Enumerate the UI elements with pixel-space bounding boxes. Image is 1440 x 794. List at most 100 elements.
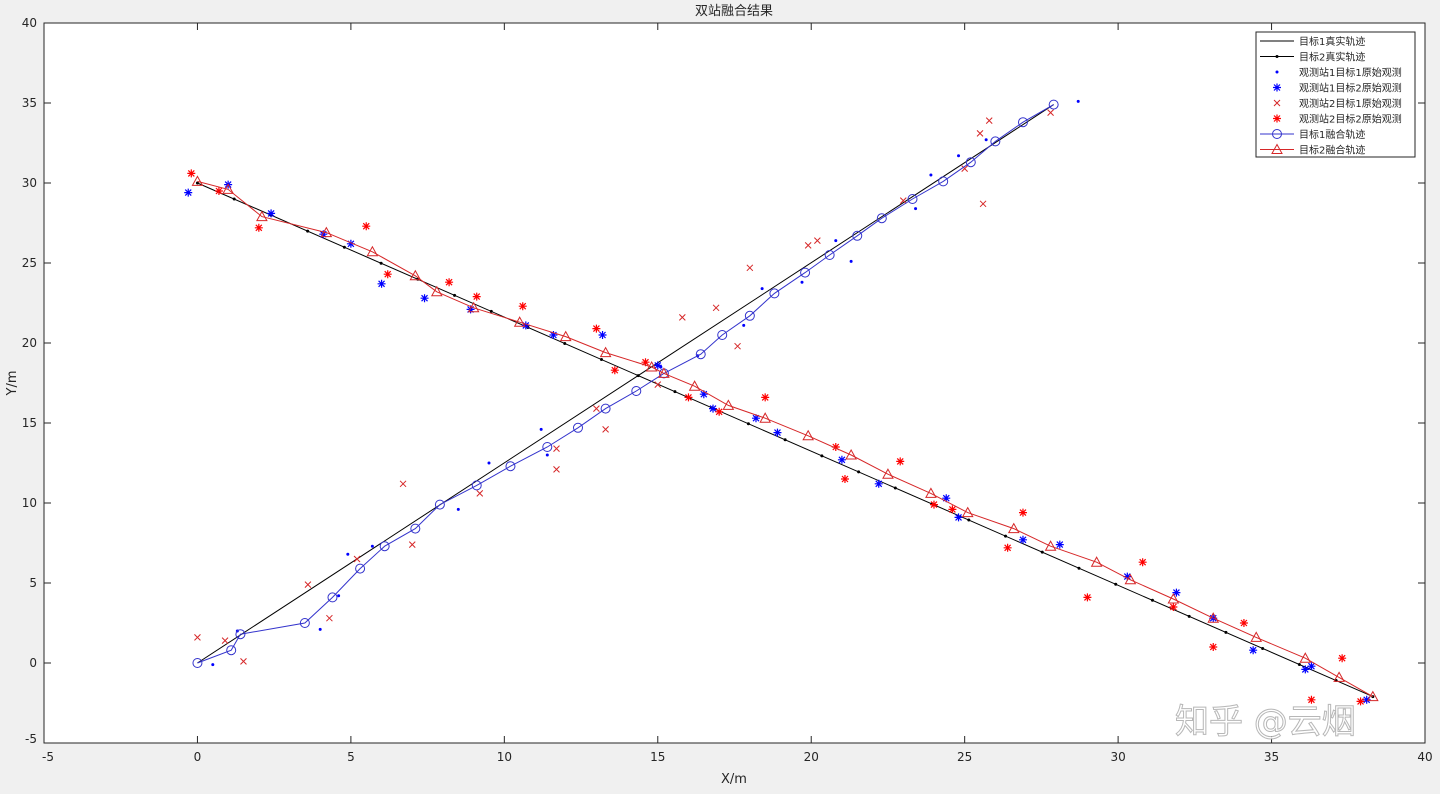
- observation-point: [948, 505, 957, 514]
- fused-point: [961, 506, 974, 518]
- fused-point: [1090, 556, 1103, 567]
- fused-point: [572, 422, 583, 433]
- fused-point: [1017, 117, 1028, 128]
- true-track-point: [1114, 582, 1118, 586]
- fused-point: [722, 399, 735, 410]
- legend-marker: [1271, 143, 1283, 154]
- series-5: [194, 109, 1054, 665]
- fused-point: [1044, 540, 1057, 551]
- legend-item: 观测站2目标2原始观测: [1273, 113, 1402, 126]
- fused-point: [1124, 573, 1137, 585]
- fused-point: [430, 285, 443, 297]
- x-tick-label: -5: [42, 750, 54, 764]
- series-4: [184, 180, 1371, 704]
- fused-point: [366, 245, 379, 257]
- legend-item: 目标1融合轨迹: [1260, 128, 1365, 141]
- observation-point: [1169, 603, 1178, 611]
- observation-point: [211, 663, 215, 667]
- observation-point: [221, 637, 229, 644]
- true-track-point: [1040, 550, 1044, 554]
- series-line: [197, 104, 1054, 664]
- true-track-point: [563, 342, 567, 345]
- fused-point: [688, 380, 701, 391]
- fused-point: [1299, 652, 1312, 663]
- observation-point: [957, 154, 961, 158]
- observation-point: [353, 555, 361, 563]
- true-track-point: [489, 309, 493, 313]
- true-track-point: [599, 358, 603, 362]
- fused-point: [882, 468, 894, 479]
- observation-point: [837, 455, 846, 464]
- true-track-point: [783, 438, 787, 442]
- legend-marker: [1273, 83, 1281, 92]
- observation-point: [399, 480, 407, 488]
- observation-point: [610, 366, 619, 375]
- observation-point: [377, 279, 386, 288]
- series-6: [187, 169, 1365, 706]
- observation-point: [1172, 588, 1181, 597]
- observation-point: [746, 264, 754, 272]
- fused-point: [355, 563, 366, 574]
- observation-point: [346, 239, 355, 248]
- x-tick-label: 15: [650, 750, 665, 764]
- true-track-point: [1297, 663, 1301, 666]
- observation-point: [319, 230, 328, 239]
- fused-point: [191, 175, 204, 186]
- legend-label: 观测站2目标1原始观测: [1299, 97, 1402, 110]
- y-tick-label: 10: [22, 496, 37, 510]
- legend-label: 观测站2目标2原始观测: [1299, 113, 1402, 126]
- true-track-point: [195, 181, 199, 185]
- observation-point: [1018, 508, 1027, 517]
- legend-marker: [1275, 55, 1279, 58]
- fused-point: [434, 499, 445, 510]
- x-tick-label: 20: [804, 750, 819, 764]
- y-axis-label: Y/m: [5, 371, 20, 397]
- true-track-point: [1077, 566, 1081, 570]
- x-tick-label: 25: [957, 750, 972, 764]
- observation-point: [709, 404, 718, 413]
- observation-point: [976, 130, 984, 137]
- fused-point: [907, 194, 918, 204]
- true-track-point: [820, 454, 824, 458]
- fused-point: [235, 629, 246, 640]
- observation-point: [254, 223, 263, 232]
- legend-label: 目标2融合轨迹: [1299, 144, 1365, 157]
- observation-point: [593, 405, 600, 412]
- legend-label: 目标1融合轨迹: [1299, 128, 1365, 141]
- observation-point: [553, 445, 560, 452]
- series-1: [197, 104, 1054, 664]
- y-tick-label: 30: [22, 176, 37, 190]
- observation-point: [1083, 593, 1092, 602]
- fused-point: [1167, 592, 1180, 604]
- observation-point: [456, 507, 460, 511]
- observation-point: [834, 239, 838, 243]
- observation-point: [1338, 654, 1347, 663]
- y-tick-label: 35: [22, 96, 37, 110]
- true-track-point: [893, 486, 897, 490]
- chart-title: 双站融合结果: [695, 4, 773, 19]
- observation-point: [267, 209, 276, 218]
- fused-point: [645, 360, 658, 372]
- observation-point: [984, 138, 988, 142]
- observation-point: [187, 169, 196, 178]
- fused-point: [505, 461, 516, 472]
- fused-point: [658, 367, 670, 378]
- fused-point: [1007, 522, 1020, 534]
- observation-point: [678, 314, 686, 321]
- fused-point: [852, 230, 863, 241]
- observation-point: [476, 490, 484, 497]
- true-track-point: [453, 293, 457, 297]
- legend-marker: [1273, 99, 1281, 107]
- x-axis-label: X/m: [721, 772, 747, 787]
- fused-point: [226, 645, 237, 656]
- observation-point: [553, 466, 560, 473]
- true-track-point: [857, 470, 861, 474]
- observation-point: [804, 242, 812, 249]
- observation-point: [734, 342, 741, 350]
- observation-point: [1047, 109, 1054, 116]
- fused-point: [695, 349, 706, 360]
- observation-point: [487, 461, 491, 465]
- observation-point: [408, 541, 416, 548]
- observation-point: [346, 552, 350, 556]
- y-tick-label: 40: [22, 16, 37, 30]
